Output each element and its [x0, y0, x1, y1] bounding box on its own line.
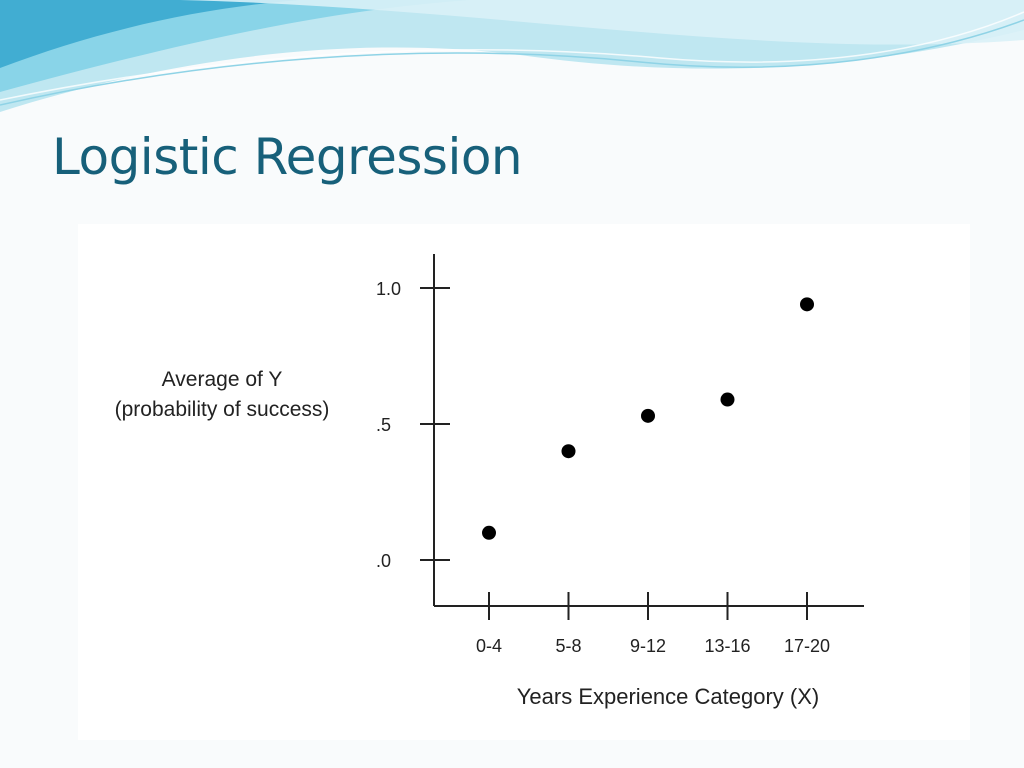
scatter-chart: Average of Y (probability of success) Ye… — [115, 254, 864, 709]
axes: 1.0 .5 .0 0-4 5-8 9-12 13-16 17-20 — [376, 254, 864, 656]
data-point — [641, 408, 655, 423]
y-tick-label: .5 — [376, 415, 391, 435]
header-wave-decoration — [0, 0, 1024, 112]
chart-area: Average of Y (probability of success) Ye… — [78, 224, 970, 740]
data-points — [482, 297, 814, 540]
x-tick-label: 5-8 — [555, 636, 581, 656]
x-tick-label: 17-20 — [784, 636, 830, 656]
x-tick-label: 0-4 — [476, 636, 502, 656]
data-point — [561, 444, 576, 459]
data-point — [482, 525, 496, 540]
x-tick-label: 13-16 — [704, 636, 750, 656]
y-tick-label: 1.0 — [376, 279, 401, 299]
y-axis-label-line2: (probability of success) — [115, 398, 330, 421]
y-axis-label-line1: Average of Y — [162, 368, 283, 391]
data-point — [800, 297, 814, 312]
slide-title: Logistic Regression — [52, 128, 523, 186]
y-tick-label: .0 — [376, 551, 391, 571]
data-point — [720, 392, 735, 407]
x-axis-label: Years Experience Category (X) — [517, 684, 819, 709]
x-tick-label: 9-12 — [630, 636, 666, 656]
